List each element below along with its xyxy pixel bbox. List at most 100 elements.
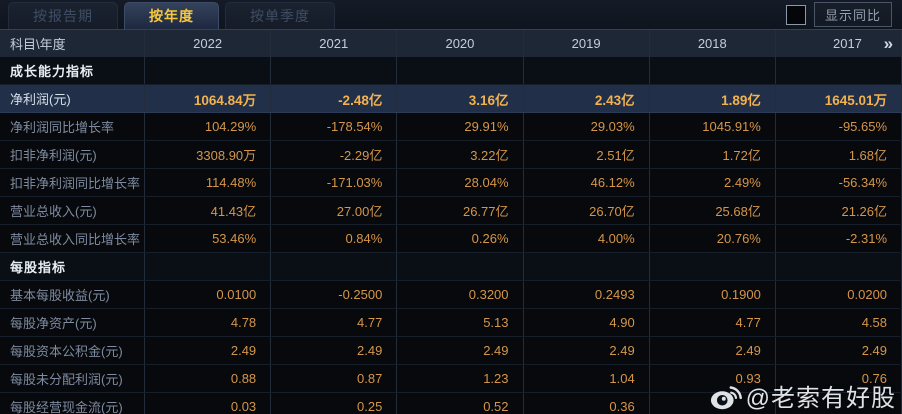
cell-value: 0.88 — [145, 365, 272, 392]
row-label: 扣非净利润同比增长率 — [0, 169, 145, 196]
cell-value: 29.91% — [397, 113, 524, 140]
column-header-2018: 2018 — [650, 30, 776, 57]
cell-value: 0.84% — [271, 225, 398, 252]
cell-value — [524, 253, 650, 280]
cell-value — [650, 57, 776, 84]
show-yoy-checkbox[interactable] — [785, 4, 806, 25]
cell-value — [776, 57, 902, 84]
row-label: 净利润同比增长率 — [0, 113, 145, 140]
cell-value: 0.26% — [397, 225, 524, 252]
table-row: 营业总收入同比增长率 53.46% 0.84% 0.26% 4.00% 20.76% -2.… — [0, 225, 902, 253]
row-label: 营业总收入同比增长率 — [0, 225, 145, 252]
cell-value: 41.43亿 — [145, 197, 272, 224]
table-row: 每股未分配利润(元) 0.88 0.87 1.23 1.04 0.93 0.76 — [0, 365, 902, 393]
period-tabbar: 按报告期 按年度 按单季度 显示同比 — [0, 0, 902, 29]
cell-value: 21.26亿 — [776, 197, 902, 224]
table-row: 每股资本公积金(元) 2.49 2.49 2.49 2.49 2.49 2.49 — [0, 337, 902, 365]
cell-value: 4.90 — [524, 309, 650, 336]
corner-header: 科目\年度 — [0, 30, 145, 57]
tab-by-report-period[interactable]: 按报告期 — [8, 2, 118, 29]
cell-value: 1.68亿 — [776, 141, 902, 168]
cell-value: 27.00亿 — [271, 197, 398, 224]
row-label: 净利润(元) — [0, 85, 145, 112]
cell-value: 4.00% — [524, 225, 650, 252]
cell-value: 0.1900 — [650, 281, 776, 308]
row-label: 每股未分配利润(元) — [0, 365, 145, 392]
cell-value — [397, 57, 524, 84]
cell-value: 29.03% — [524, 113, 650, 140]
column-header-2022: 2022 — [145, 30, 272, 57]
more-columns-icon[interactable]: » — [883, 33, 894, 53]
row-label: 每股指标 — [0, 253, 145, 280]
cell-value: -2.31% — [776, 225, 902, 252]
cell-value: 2.49% — [650, 169, 776, 196]
cell-value: 2.49 — [145, 337, 272, 364]
row-label: 扣非净利润(元) — [0, 141, 145, 168]
cell-value: -2.48亿 — [271, 85, 398, 112]
cell-value: -171.03% — [271, 169, 398, 196]
table-row: 每股经营现金流(元) 0.03 0.25 0.52 0.36 — [0, 393, 902, 414]
cell-value: 2.43亿 — [524, 85, 650, 112]
table-row: 净利润(元) 1064.84万 -2.48亿 3.16亿 2.43亿 1.89亿 1645.… — [0, 85, 902, 113]
cell-value — [776, 393, 902, 414]
cell-value — [397, 253, 524, 280]
cell-value: 1045.91% — [650, 113, 776, 140]
cell-value: 1645.01万 — [776, 85, 902, 112]
cell-value: 46.12% — [524, 169, 650, 196]
tab-by-single-quarter[interactable]: 按单季度 — [225, 2, 335, 29]
cell-value — [145, 57, 272, 84]
cell-value: 28.04% — [397, 169, 524, 196]
table-row: 每股净资产(元) 4.78 4.77 5.13 4.90 4.77 4.58 — [0, 309, 902, 337]
cell-value: 1.23 — [397, 365, 524, 392]
cell-value: 0.25 — [271, 393, 398, 414]
table-row: 扣非净利润(元) 3308.90万 -2.29亿 3.22亿 2.51亿 1.72亿 1.6… — [0, 141, 902, 169]
cell-value: 0.0100 — [145, 281, 272, 308]
cell-value: 4.77 — [650, 309, 776, 336]
compare-controls: 显示同比 — [785, 2, 902, 29]
cell-value — [650, 393, 776, 414]
column-header-2020: 2020 — [397, 30, 524, 57]
cell-value — [776, 253, 902, 280]
cell-value: 0.0200 — [776, 281, 902, 308]
cell-value: 0.93 — [650, 365, 776, 392]
cell-value: 4.58 — [776, 309, 902, 336]
cell-value — [524, 57, 650, 84]
table-rows: 成长能力指标 净利润(元) 1064.84万 -2.48亿 3.16亿 2.43亿 1.89… — [0, 57, 902, 414]
row-label: 每股经营现金流(元) — [0, 393, 145, 414]
cell-value: 1.72亿 — [650, 141, 776, 168]
cell-value — [271, 57, 398, 84]
cell-value: 2.49 — [524, 337, 650, 364]
cell-value — [650, 253, 776, 280]
cell-value: 2.49 — [397, 337, 524, 364]
cell-value: -178.54% — [271, 113, 398, 140]
cell-value: 0.03 — [145, 393, 272, 414]
tab-by-year[interactable]: 按年度 — [124, 2, 219, 29]
cell-value: -56.34% — [776, 169, 902, 196]
section-row: 每股指标 — [0, 253, 902, 281]
column-header-2017: 2017 » — [776, 30, 902, 57]
cell-value: 2.51亿 — [524, 141, 650, 168]
cell-value: 3.22亿 — [397, 141, 524, 168]
cell-value: -95.65% — [776, 113, 902, 140]
table-row: 净利润同比增长率 104.29% -178.54% 29.91% 29.03% 1045.… — [0, 113, 902, 141]
cell-value — [271, 253, 398, 280]
column-header-2017-label: 2017 — [832, 36, 862, 51]
show-yoy-label[interactable]: 显示同比 — [813, 2, 892, 27]
cell-value: 26.77亿 — [397, 197, 524, 224]
row-label: 每股资本公积金(元) — [0, 337, 145, 364]
cell-value: 1.89亿 — [650, 85, 776, 112]
cell-value: 25.68亿 — [650, 197, 776, 224]
cell-value: 104.29% — [145, 113, 272, 140]
cell-value: -2.29亿 — [271, 141, 398, 168]
cell-value: 2.49 — [650, 337, 776, 364]
cell-value: 0.87 — [271, 365, 398, 392]
column-header-2021: 2021 — [271, 30, 398, 57]
row-label: 营业总收入(元) — [0, 197, 145, 224]
cell-value: 4.77 — [271, 309, 398, 336]
cell-value: 114.48% — [145, 169, 272, 196]
cell-value — [145, 253, 272, 280]
row-label: 每股净资产(元) — [0, 309, 145, 336]
cell-value: 2.49 — [776, 337, 902, 364]
row-label: 基本每股收益(元) — [0, 281, 145, 308]
